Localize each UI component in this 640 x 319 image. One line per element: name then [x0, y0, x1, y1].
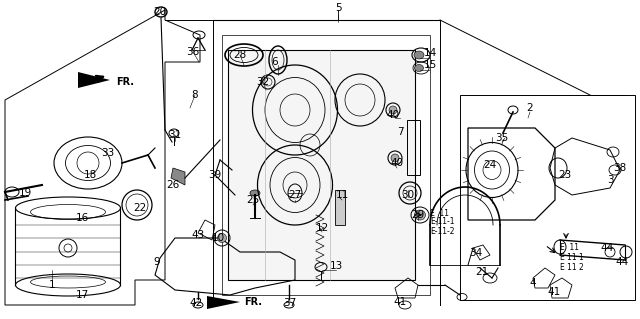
- Text: E 11 2: E 11 2: [560, 263, 584, 272]
- Text: 21: 21: [476, 267, 488, 277]
- Ellipse shape: [218, 234, 227, 242]
- Text: FR.: FR.: [244, 297, 262, 307]
- Text: 8: 8: [192, 90, 198, 100]
- Text: 32: 32: [257, 77, 269, 87]
- Ellipse shape: [414, 51, 424, 59]
- Text: 7: 7: [397, 127, 403, 137]
- Text: 36: 36: [186, 47, 200, 57]
- Text: 11: 11: [335, 190, 349, 200]
- Text: 22: 22: [133, 203, 147, 213]
- Text: 31: 31: [168, 130, 182, 140]
- Text: 41: 41: [394, 297, 406, 307]
- Text: 30: 30: [401, 190, 415, 200]
- Text: 42: 42: [189, 298, 203, 308]
- Bar: [335, 190, 345, 225]
- Ellipse shape: [415, 64, 424, 71]
- Ellipse shape: [250, 190, 260, 196]
- Polygon shape: [171, 168, 185, 185]
- Polygon shape: [228, 50, 415, 280]
- Text: 24: 24: [483, 160, 497, 170]
- Text: 40: 40: [387, 110, 399, 120]
- Text: 17: 17: [76, 290, 88, 300]
- Text: 43: 43: [191, 230, 205, 240]
- Text: 20: 20: [154, 7, 166, 17]
- Text: 12: 12: [316, 223, 328, 233]
- Text: 2: 2: [527, 103, 533, 113]
- Text: 33: 33: [101, 148, 115, 158]
- Text: FR.: FR.: [116, 77, 134, 87]
- Text: E-11-1: E-11-1: [430, 218, 454, 226]
- Text: 27: 27: [289, 190, 301, 200]
- Text: 41: 41: [547, 287, 561, 297]
- Ellipse shape: [415, 210, 426, 220]
- Polygon shape: [207, 296, 240, 309]
- Text: 14: 14: [424, 48, 436, 58]
- Text: 23: 23: [558, 170, 572, 180]
- Text: E  11: E 11: [560, 243, 579, 253]
- Polygon shape: [78, 72, 110, 88]
- Text: 35: 35: [495, 133, 509, 143]
- Text: E 11 1: E 11 1: [560, 254, 584, 263]
- Text: 34: 34: [469, 248, 483, 258]
- Text: 37: 37: [284, 298, 296, 308]
- Text: E  11: E 11: [430, 209, 449, 218]
- Text: 28: 28: [234, 50, 246, 60]
- Text: 1: 1: [49, 280, 55, 290]
- Text: 44: 44: [600, 243, 614, 253]
- Text: 4: 4: [530, 278, 536, 288]
- Text: 5: 5: [335, 3, 341, 13]
- Text: 16: 16: [76, 213, 88, 223]
- Text: 26: 26: [166, 180, 180, 190]
- Text: 40: 40: [390, 158, 404, 168]
- Text: E-11-2: E-11-2: [430, 226, 454, 235]
- Text: 44: 44: [616, 257, 628, 267]
- Text: 29: 29: [412, 210, 424, 220]
- Text: 25: 25: [246, 195, 260, 205]
- Text: 18: 18: [83, 170, 97, 180]
- Ellipse shape: [391, 154, 399, 162]
- Text: 13: 13: [330, 261, 342, 271]
- Text: 9: 9: [154, 257, 160, 267]
- Text: 19: 19: [19, 188, 31, 198]
- Ellipse shape: [389, 106, 397, 114]
- Text: 39: 39: [209, 170, 221, 180]
- Text: 10: 10: [211, 233, 225, 243]
- Text: 15: 15: [424, 60, 436, 70]
- Text: 3: 3: [607, 175, 613, 185]
- Text: 6: 6: [272, 57, 278, 67]
- Text: 38: 38: [613, 163, 627, 173]
